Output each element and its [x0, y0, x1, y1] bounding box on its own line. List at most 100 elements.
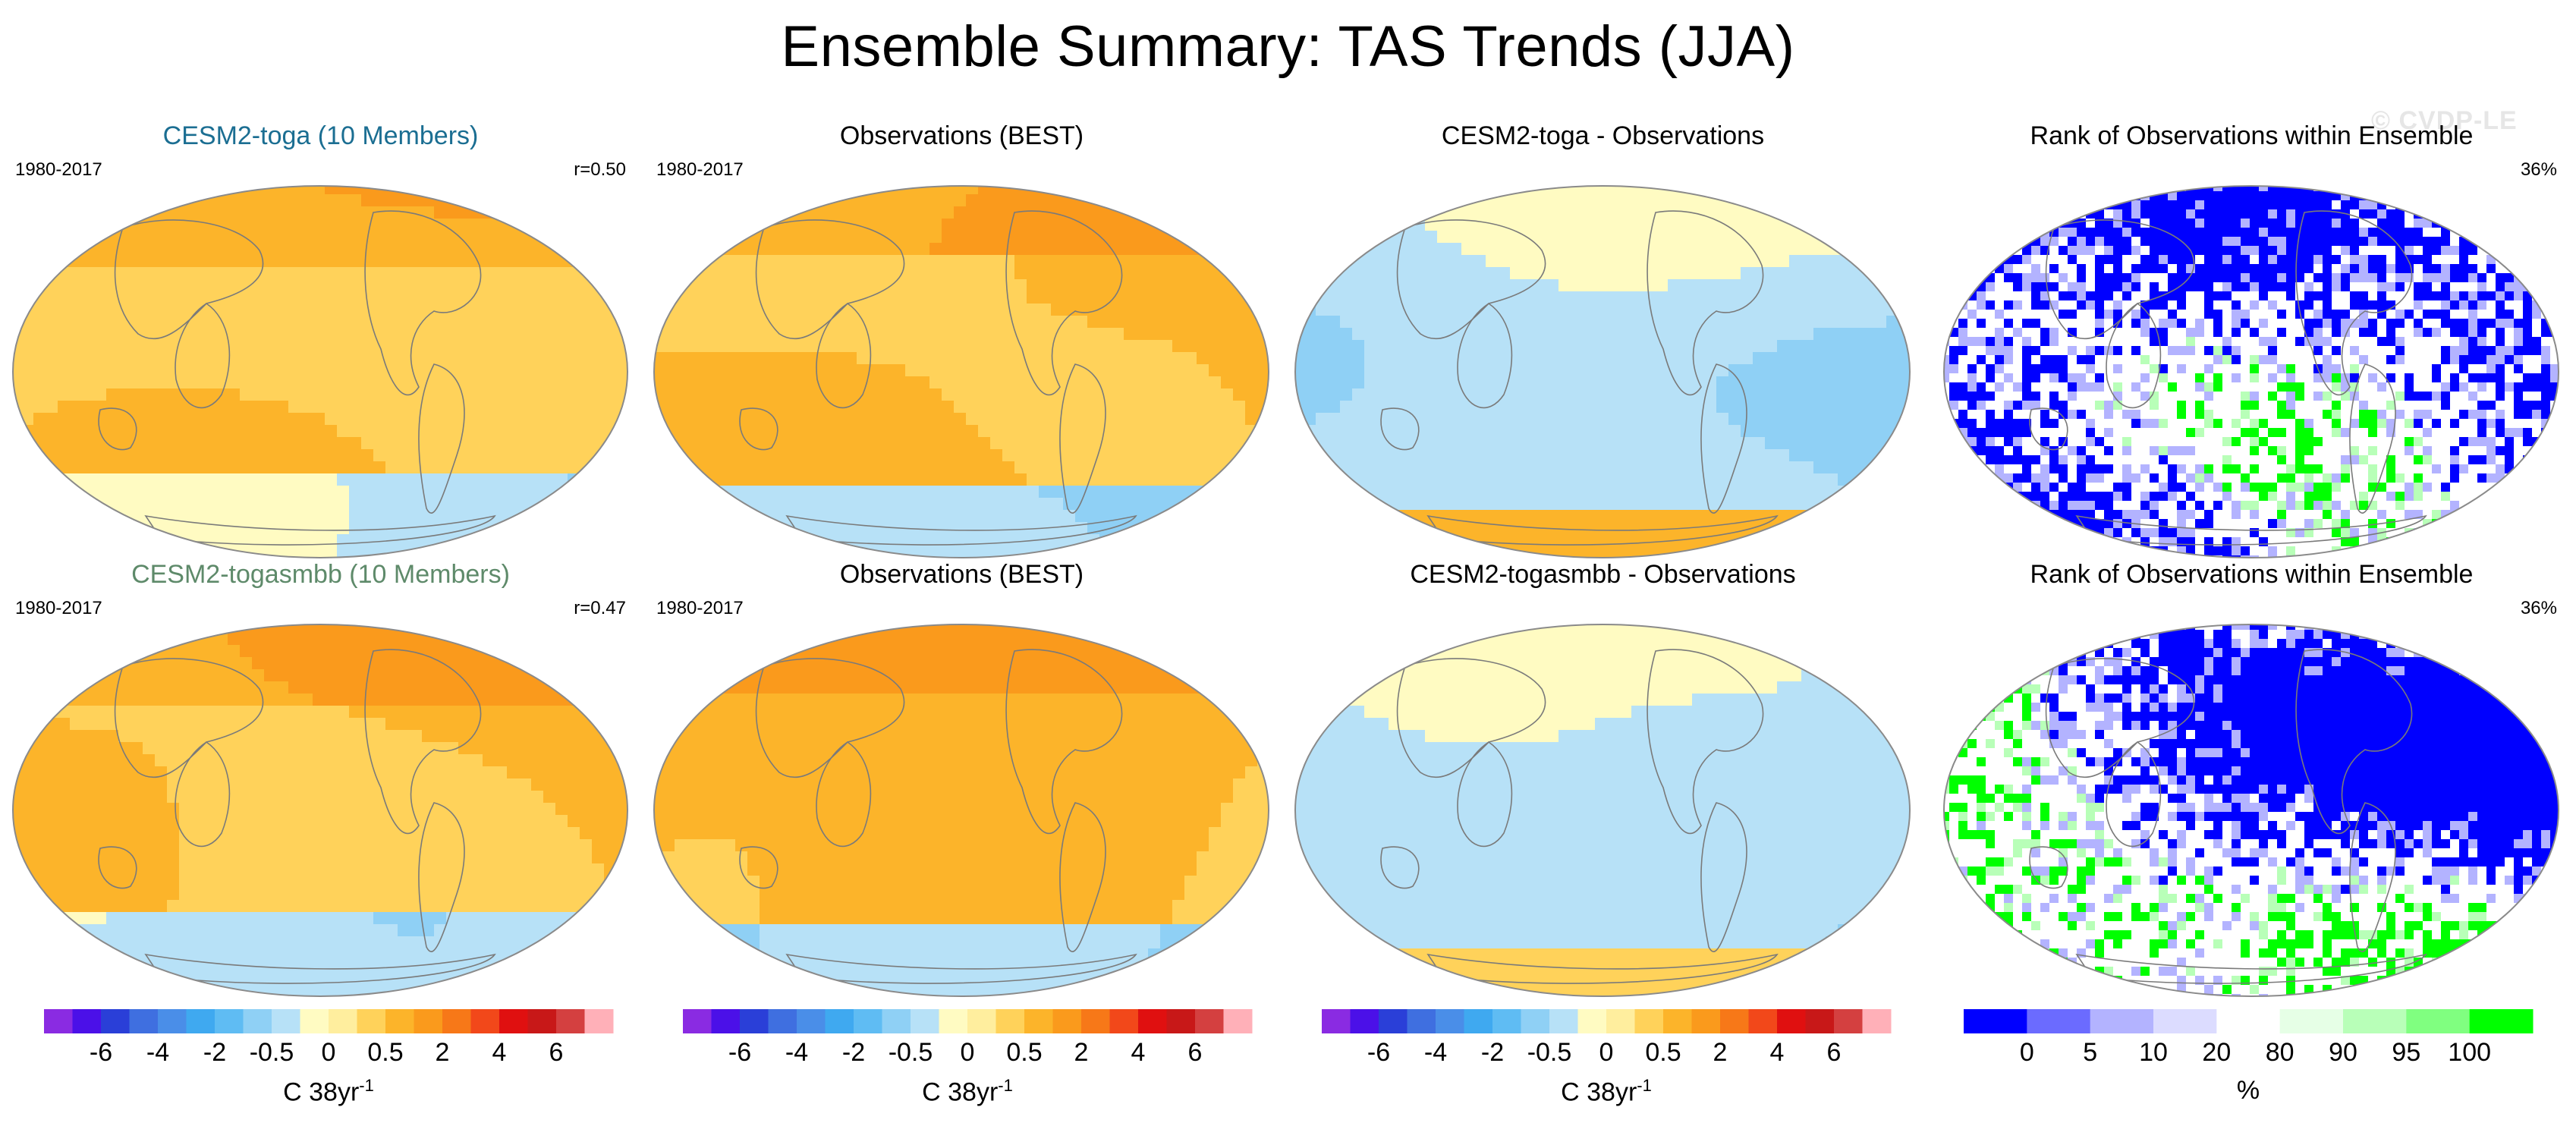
colorbar-swatch	[442, 1009, 471, 1033]
map-diff	[1294, 185, 1911, 558]
coastline	[175, 741, 231, 848]
panel-title: Rank of Observations within Ensemble	[2030, 560, 2474, 589]
panel-years: 1980-2017	[15, 159, 102, 180]
colorbar-swatch	[1834, 1009, 1863, 1033]
colorbar-swatch	[215, 1009, 244, 1033]
map-panel-rank: Rank of Observations within Ensemble 36%	[1931, 552, 2572, 997]
coastline	[2295, 210, 2413, 396]
map-panel-obs: Observations (BEST) 1980-2017	[641, 114, 1282, 558]
colorbar-swatch	[1577, 1009, 1607, 1033]
diff-field	[1295, 186, 1910, 558]
map-panel-diff: CESM2-toga - Observations	[1282, 114, 1923, 558]
colorbar-swatch	[584, 1009, 614, 1033]
colorbar-swatch	[911, 1009, 939, 1033]
colorbar-swatch	[1407, 1009, 1436, 1033]
colorbar-tick-label: -6	[1367, 1038, 1391, 1067]
colorbar-swatch	[1166, 1009, 1196, 1033]
colorbar-swatch	[186, 1009, 215, 1033]
trend-colorbar-2: -6 -4 -2 -0.5 0 0.5 2 4 6 C 38yr-1	[683, 1009, 1260, 1123]
colorbar-tick-label: 80	[2265, 1038, 2294, 1067]
colorbar-swatches	[683, 1009, 1253, 1033]
panel-years: 1980-2017	[656, 598, 744, 618]
colorbar-swatch	[414, 1009, 443, 1033]
colorbar-tick-label: -6	[728, 1038, 752, 1067]
colorbar-swatch	[967, 1009, 996, 1033]
coastline	[755, 219, 905, 340]
colorbar-tick-label: 100	[2448, 1038, 2492, 1067]
colorbar-tick-label: 5	[2083, 1038, 2098, 1067]
colorbar-swatch	[1862, 1009, 1892, 1033]
figure-title: Ensemble Summary: TAS Trends (JJA)	[781, 14, 1795, 79]
colorbar-swatch	[243, 1009, 272, 1033]
colorbar-swatch	[1492, 1009, 1521, 1033]
colorbar-swatch	[499, 1009, 528, 1033]
map-border	[1294, 624, 1911, 997]
colorbar-tick-label: -0.5	[249, 1038, 294, 1067]
colorbar-tick-label: 0	[960, 1038, 975, 1067]
colorbar-swatch	[1223, 1009, 1253, 1033]
colorbar-swatch	[1052, 1009, 1082, 1033]
colorbar-tick-label: 20	[2202, 1038, 2232, 1067]
colorbar-tick-label: -0.5	[888, 1038, 933, 1067]
coastline	[1647, 649, 1764, 835]
coastline	[785, 514, 1137, 546]
colorbar-swatch	[939, 1009, 968, 1033]
coastline	[98, 407, 137, 451]
colorbar-swatch	[1606, 1009, 1635, 1033]
diff-field	[1295, 624, 1910, 996]
colorbar-swatch	[357, 1009, 386, 1033]
colorbar-swatch	[385, 1009, 414, 1033]
panel-stat: 36%	[2520, 598, 2557, 618]
rank-colorbar: 0 5 10 20 80 90 95 100%	[1964, 1009, 2540, 1123]
map-panel-obs: Observations (BEST) 1980-2017	[641, 552, 1282, 997]
colorbar-tick-label: 4	[1131, 1038, 1146, 1067]
coastline	[816, 741, 872, 848]
colorbar-swatch	[854, 1009, 882, 1033]
model-field	[13, 186, 627, 558]
colorbar-swatch	[1464, 1009, 1493, 1033]
coastline	[2045, 219, 2195, 340]
coastline	[1700, 363, 1747, 514]
panel-title: CESM2-toga (10 Members)	[162, 121, 479, 150]
colorbar-swatch	[882, 1009, 911, 1033]
coastline	[739, 846, 778, 889]
colorbar-unit: C 38yr-1	[283, 1076, 374, 1107]
colorbar-tick-label: 0.5	[1006, 1038, 1043, 1067]
colorbar-tick-label: 90	[2329, 1038, 2357, 1067]
colorbar-tick-label: 0	[1599, 1038, 1614, 1067]
colorbar-swatch	[1195, 1009, 1224, 1033]
colorbar-tick-label: -6	[89, 1038, 113, 1067]
colorbar-swatch	[527, 1009, 557, 1033]
panel-years: 1980-2017	[15, 598, 102, 618]
coastline	[2295, 649, 2413, 835]
map-panel-model: CESM2-togasmbb (10 Members) 1980-2017 r=0.…	[0, 552, 641, 997]
colorbar-tick-label: 0.5	[367, 1038, 404, 1067]
coastline	[418, 802, 465, 952]
colorbar-swatch	[2469, 1009, 2534, 1033]
colorbar-swatch	[1024, 1009, 1053, 1033]
coastline	[114, 219, 264, 340]
colorbar-swatch	[683, 1009, 712, 1033]
map-border	[1943, 185, 2559, 558]
coastline	[418, 363, 465, 514]
colorbar-swatch	[1379, 1009, 1408, 1033]
colorbar-swatch	[1138, 1009, 1167, 1033]
coastline	[1647, 210, 1764, 396]
colorbar-swatch	[2343, 1009, 2407, 1033]
map-border	[12, 185, 628, 558]
coastline	[1700, 802, 1747, 952]
coastline	[739, 407, 778, 451]
colorbar-tick-label: 2	[1713, 1038, 1728, 1067]
colorbar-tick-label: 6	[549, 1038, 564, 1067]
colorbar-swatch	[272, 1009, 300, 1033]
colorbar-swatch	[1634, 1009, 1664, 1033]
coastline	[2106, 741, 2162, 848]
colorbar-swatch	[1805, 1009, 1835, 1033]
colorbar-tick-label: 4	[1769, 1038, 1785, 1067]
colorbar-swatch	[300, 1009, 329, 1033]
watermark: © CVDP-LE	[2371, 106, 2518, 135]
colorbar-tick-label: -4	[1423, 1038, 1448, 1067]
colorbar-swatch	[72, 1009, 102, 1033]
map-model	[12, 185, 628, 558]
map-panel-rank: Rank of Observations within Ensemble 36%	[1931, 114, 2572, 558]
